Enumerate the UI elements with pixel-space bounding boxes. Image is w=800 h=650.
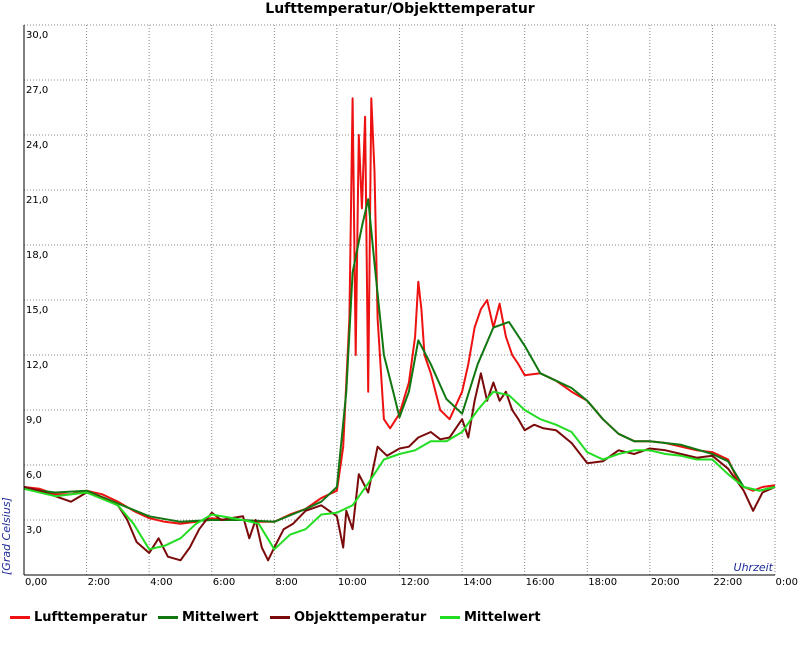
y-tick-labels: 3,0 6,0 9,0 12,0 15,0 18,0 21,0 24,0 27,0 30,0 (26, 30, 48, 536)
y-tick-label: 6,0 (26, 470, 42, 481)
x-tick-labels: 0,00 2:00 4:00 6:00 8:00 10:00 12:00 14:00 16:00… (25, 577, 798, 588)
x-tick-label: 14:00 (463, 577, 492, 588)
y-tick-label: 27,0 (26, 85, 48, 96)
legend-swatch (10, 615, 30, 619)
legend-label: Objekttemperatur (294, 609, 427, 625)
legend-label: Mittelwert (464, 609, 541, 625)
y-tick-label: 3,0 (26, 525, 42, 536)
x-tick-label: 0:00 (776, 577, 798, 588)
legend-label: Mittelwert (182, 609, 259, 625)
y-tick-label: 24,0 (26, 140, 48, 151)
legend-label: Lufttemperatur (34, 609, 148, 625)
legend-swatch (440, 615, 460, 619)
y-axis-label: [Grad Celsius] (0, 497, 13, 575)
x-axis-label: Uhrzeit (734, 561, 774, 574)
x-tick-label: 8:00 (275, 577, 297, 588)
legend-item-4: Mittelwert (440, 606, 541, 628)
legend-item-1: Lufttemperatur (10, 606, 147, 628)
plot-area: 3,0 6,0 9,0 12,0 15,0 18,0 21,0 24,0 27,0 30,0 0,… (0, 24, 798, 588)
x-tick-label: 6:00 (213, 577, 235, 588)
x-tick-label: 20:00 (651, 577, 680, 588)
y-tick-label: 12,0 (26, 360, 48, 371)
x-tick-label: 22:00 (713, 577, 742, 588)
legend-swatch (270, 615, 290, 619)
legend: Lufttemperatur Mittelwert Objekttemperatur… (0, 606, 800, 628)
x-tick-label: 10:00 (338, 577, 367, 588)
series-line-4 (23, 390, 776, 551)
y-tick-label: 18,0 (26, 250, 48, 261)
legend-item-2: Mittelwert (158, 606, 259, 628)
x-tick-label: 18:00 (588, 577, 617, 588)
x-tick-label: 2:00 (88, 577, 110, 588)
x-tick-label: 4:00 (150, 577, 172, 588)
y-tick-label: 15,0 (26, 305, 48, 316)
legend-item-3: Objekttemperatur (270, 606, 426, 628)
series-lines (23, 97, 776, 562)
x-tick-label: 0,00 (25, 577, 47, 588)
chart-title: Lufttemperatur/Objekttemperatur (265, 1, 535, 17)
grid-lines (24, 24, 776, 575)
y-tick-label: 30,0 (26, 30, 48, 41)
y-tick-label: 9,0 (26, 415, 42, 426)
x-tick-label: 12:00 (401, 577, 430, 588)
legend-swatch (158, 615, 178, 619)
y-tick-label: 21,0 (26, 195, 48, 206)
x-tick-label: 16:00 (526, 577, 555, 588)
